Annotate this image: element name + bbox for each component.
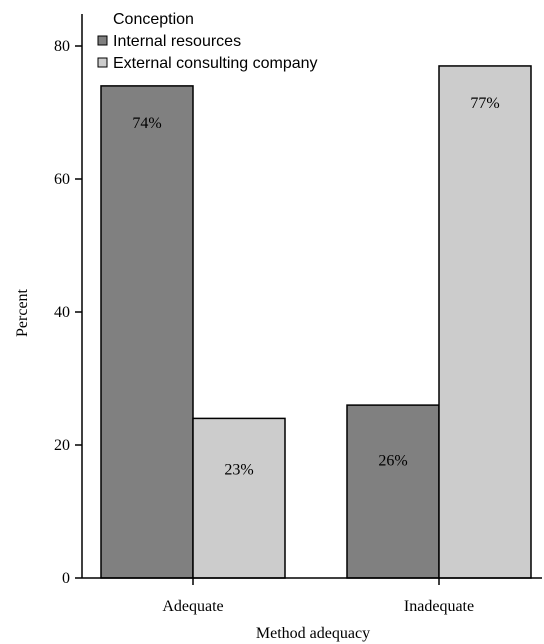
data-label: 26% (378, 453, 407, 470)
data-label: 74% (132, 115, 161, 132)
legend-swatch-external (97, 57, 108, 68)
y-tick-label: 40 (54, 304, 70, 321)
legend-title: Conception (113, 11, 194, 28)
y-tick-label: 80 (54, 38, 70, 55)
x-tick-label-inadequate: Inadequate (404, 598, 474, 615)
y-axis-label: Percent (14, 288, 31, 337)
data-label: 23% (224, 461, 253, 478)
bar-inadequate-internal (346, 404, 440, 579)
bar-inadequate-external (438, 65, 532, 579)
y-tick-label: 60 (54, 171, 70, 188)
legend-label-external: External consulting company (113, 55, 318, 72)
legend-label-internal: Internal resources (113, 33, 241, 50)
bar-adequate-external (192, 417, 286, 579)
x-tick-label-adequate: Adequate (162, 598, 223, 615)
data-label: 77% (470, 95, 499, 112)
legend: Conception Internal resources External co… (97, 11, 318, 72)
x-axis-label: Method adequacy (256, 625, 370, 642)
bar-adequate-internal (100, 85, 194, 579)
legend-swatch-internal (97, 35, 108, 46)
y-tick-label: 20 (54, 437, 70, 454)
y-tick-label: 0 (62, 570, 70, 587)
